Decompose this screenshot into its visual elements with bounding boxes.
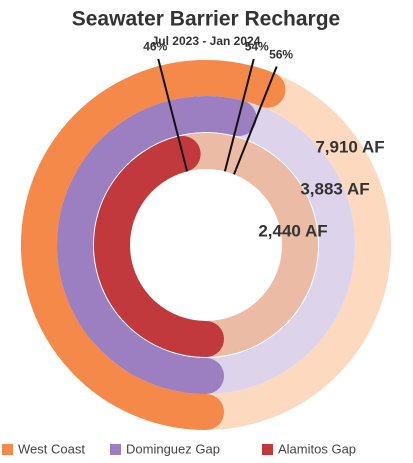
total-label: 7,910 AF bbox=[315, 137, 384, 156]
value-label: 46% bbox=[143, 40, 167, 54]
value-label: 54% bbox=[245, 40, 269, 54]
legend-swatch bbox=[110, 444, 121, 455]
legend-swatch bbox=[262, 444, 273, 455]
ring-bar bbox=[21, 60, 286, 430]
legend-label: Dominguez Gap bbox=[126, 441, 220, 456]
chart-title: Seawater Barrier Recharge bbox=[72, 8, 340, 31]
legend-label: West Coast bbox=[18, 441, 85, 456]
legend-label: Alamitos Gap bbox=[278, 441, 356, 456]
pointer-line bbox=[157, 58, 189, 172]
pointer-line bbox=[223, 58, 255, 172]
legend-swatch bbox=[2, 444, 13, 455]
total-label: 2,440 AF bbox=[258, 221, 327, 240]
total-label: 3,883 AF bbox=[300, 179, 369, 198]
pointer-line bbox=[233, 66, 278, 175]
ring-bar bbox=[57, 96, 257, 394]
chart-subtitle: Jul 2023 - Jan 2024 bbox=[152, 34, 261, 48]
ring-bar bbox=[94, 135, 224, 357]
value-label: 56% bbox=[269, 47, 293, 61]
